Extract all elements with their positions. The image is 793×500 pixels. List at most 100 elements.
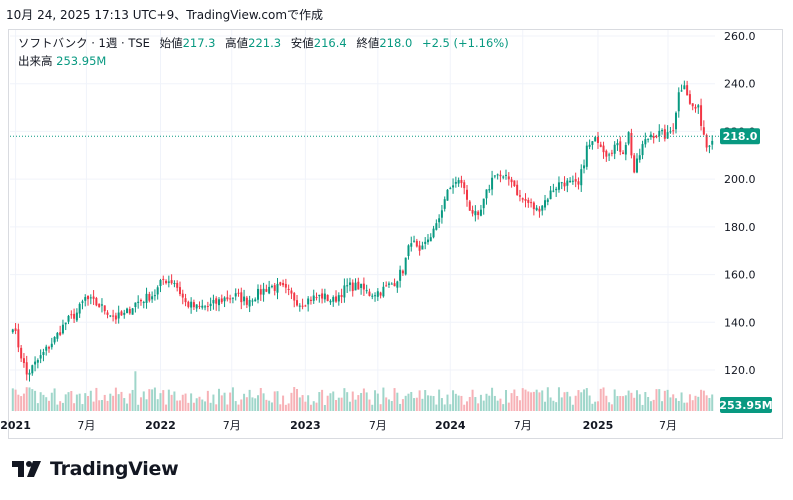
candle-body [215,298,218,304]
candle-body [128,309,131,314]
candle-body [530,202,533,204]
candle-body [393,283,396,287]
candle-body [513,180,516,187]
volume-bar [608,402,611,411]
volume-bar [290,392,293,411]
candle-body [229,298,232,300]
volume-bar [151,389,154,411]
candle-body [691,103,694,107]
volume-bar [415,397,418,411]
candle-body [488,189,491,191]
candle-body [672,130,675,132]
candle-body [385,285,388,287]
candle-body [309,299,312,301]
candle-body [100,304,103,306]
volume-bar [683,402,686,411]
candle-body [661,130,664,132]
symbol-label[interactable]: ソフトバンク · 1週 · TSE [18,36,150,50]
candle-body [493,175,496,177]
candle-body [700,105,703,126]
volume-bar [655,389,658,411]
volume-bar [460,395,463,411]
volume-bar [407,393,410,411]
volume-bar [36,403,39,411]
candle-body [432,228,435,238]
chart-panel[interactable] [8,29,783,439]
volume-bar [145,399,148,411]
volume-bar [658,389,661,411]
last-price-tag: 218.0 [720,128,760,145]
candle-body [351,282,354,292]
volume-bar [61,402,64,411]
volume-bar [585,388,588,411]
candle-body [87,295,90,300]
footer: TradingView [12,458,179,480]
volume-bar [457,395,460,411]
volume-bar [139,397,142,411]
candle-body [53,337,56,343]
candle-body [134,302,137,308]
candle-body [354,282,357,291]
volume-bar [192,402,195,411]
volume-bar [34,390,37,411]
candle-body [67,315,70,322]
candle-body [463,182,466,189]
candle-body [482,198,485,209]
price-chart[interactable]: 120.0140.0160.0180.0200.0220.0240.0260.0… [0,0,793,440]
volume-bar [641,404,644,411]
volume-bar [446,394,449,411]
volume-bar [309,404,312,411]
candle-body [658,130,661,136]
volume-bar [293,387,296,411]
candle-body [666,132,669,139]
candle-body [496,174,499,176]
candles [11,80,714,382]
volume-bar [198,396,201,411]
candle-body [708,145,711,147]
volume-bar [131,389,134,411]
candle-body [527,199,530,203]
volume-bar [686,402,689,411]
candle-body [340,295,343,297]
volume-bar [557,387,560,411]
volume-bar [393,388,396,411]
candle-body [605,150,608,157]
volume-bar [307,395,310,411]
candle-body [192,302,195,308]
candle-body [95,298,98,306]
volume-bar [627,390,630,411]
volume-bar [340,397,343,411]
volume-bar [220,395,223,411]
volume-bar [379,404,382,411]
volume-bar [438,389,441,411]
candle-body [223,297,226,302]
candle-body [332,297,335,302]
candle-body [326,294,329,301]
volume-bar [482,400,485,411]
volume-bar [45,397,48,411]
volume-bar [351,391,354,411]
candle-body [468,201,471,211]
candle-body [443,199,446,209]
volume-bar [243,393,246,411]
candle-body [460,180,463,184]
candle-body [368,291,371,296]
volume-bar [128,393,131,411]
volume-bar [546,387,549,411]
candle-body [705,135,708,148]
candle-body [217,299,220,306]
candle-body [452,185,455,188]
close-label: 終値 [356,36,380,50]
volume-bar [674,398,677,411]
candle-body [315,297,318,299]
candle-body [273,285,276,291]
candle-body [680,90,683,92]
candle-body [268,286,271,294]
y-tick-label: 160.0 [724,269,756,282]
volume-bar [81,404,84,411]
candle-body [485,189,488,199]
volume-bar [429,395,432,411]
candle-body [103,305,106,312]
candle-body [142,302,145,304]
open-label: 始値 [159,36,183,50]
